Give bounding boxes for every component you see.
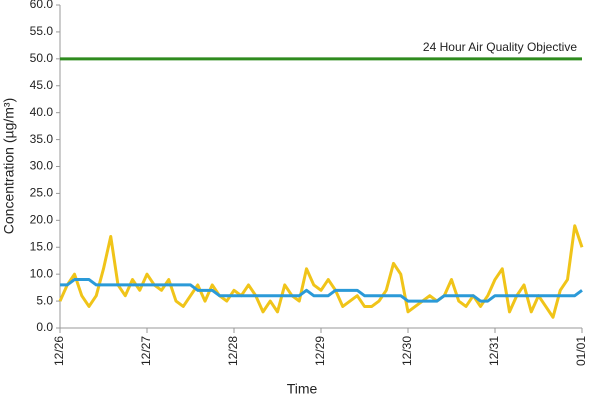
y-tick-label: 45.0 — [30, 78, 54, 92]
y-tick-label: 50.0 — [30, 51, 54, 65]
y-tick-label: 25.0 — [30, 186, 54, 200]
y-axis-label: Concentration (µg/m³) — [1, 98, 17, 234]
y-tick-label: 15.0 — [30, 239, 54, 253]
x-tick-label: 12/31 — [487, 336, 501, 366]
y-tick-label: 60.0 — [30, 0, 54, 11]
y-tick-label: 0.0 — [36, 320, 53, 334]
x-tick-label: 12/29 — [313, 336, 327, 366]
x-tick-label: 12/27 — [139, 336, 153, 366]
y-tick-label: 40.0 — [30, 105, 54, 119]
x-tick-label: 12/26 — [52, 336, 66, 366]
y-tick-label: 20.0 — [30, 213, 54, 227]
y-tick-label: 5.0 — [36, 293, 53, 307]
x-tick-label: 12/30 — [400, 336, 414, 366]
y-tick-label: 10.0 — [30, 266, 54, 280]
y-tick-label: 30.0 — [30, 159, 54, 173]
x-tick-label: 12/28 — [226, 336, 240, 366]
y-tick-label: 35.0 — [30, 132, 54, 146]
line-series — [60, 278, 583, 303]
x-axis-label: Time — [287, 381, 318, 397]
reference-label: 24 Hour Air Quality Objective — [423, 40, 577, 54]
line-series — [58, 224, 584, 319]
x-tick-label: 01/01 — [574, 336, 588, 366]
y-tick-label: 55.0 — [30, 24, 54, 38]
